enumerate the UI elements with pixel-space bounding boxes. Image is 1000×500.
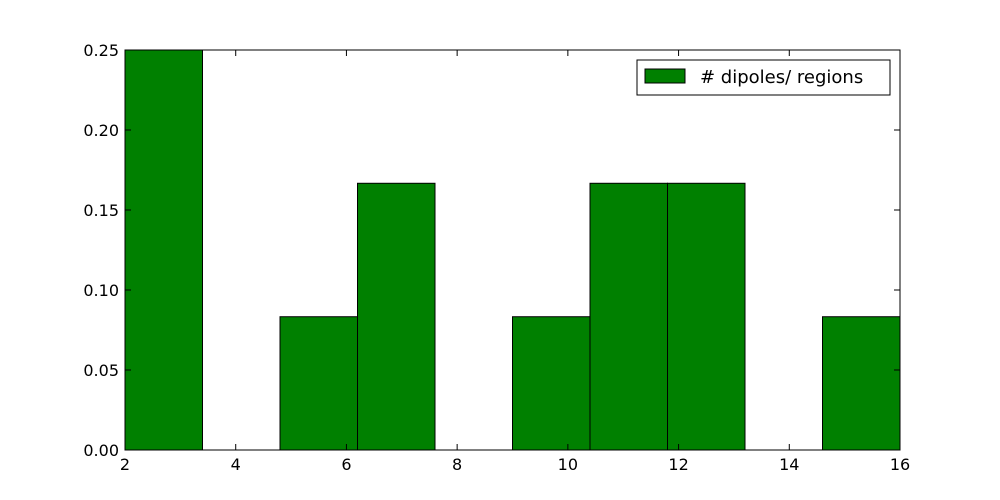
histogram-bar-2 <box>280 317 358 450</box>
x-tick-label: 12 <box>668 455 688 474</box>
histogram-bar-0 <box>125 50 203 450</box>
legend-swatch <box>645 69 685 83</box>
bars-group <box>125 50 900 450</box>
y-tick-label: 0.25 <box>83 41 119 60</box>
x-tick-label: 2 <box>120 455 130 474</box>
x-tick-label: 16 <box>890 455 910 474</box>
y-tick-label: 0.15 <box>83 201 119 220</box>
x-tick-label: 10 <box>558 455 578 474</box>
y-tick-label: 0.20 <box>83 121 119 140</box>
y-axis-ticks: 0.00 0.05 0.10 0.15 0.20 0.25 <box>83 41 900 460</box>
legend: # dipoles/ regions <box>637 60 890 95</box>
y-tick-label: 0.05 <box>83 361 119 380</box>
x-tick-label: 6 <box>341 455 351 474</box>
x-tick-label: 4 <box>231 455 241 474</box>
y-tick-label: 0.10 <box>83 281 119 300</box>
histogram-bar-7 <box>668 183 746 450</box>
x-tick-label: 8 <box>452 455 462 474</box>
histogram-bar-5 <box>513 317 591 450</box>
y-tick-label: 0.00 <box>83 441 119 460</box>
histogram-bar-3 <box>358 183 436 450</box>
x-tick-label: 14 <box>779 455 799 474</box>
histogram-bar-6 <box>590 183 668 450</box>
legend-label: # dipoles/ regions <box>700 67 863 88</box>
histogram-bar-9 <box>823 317 901 450</box>
